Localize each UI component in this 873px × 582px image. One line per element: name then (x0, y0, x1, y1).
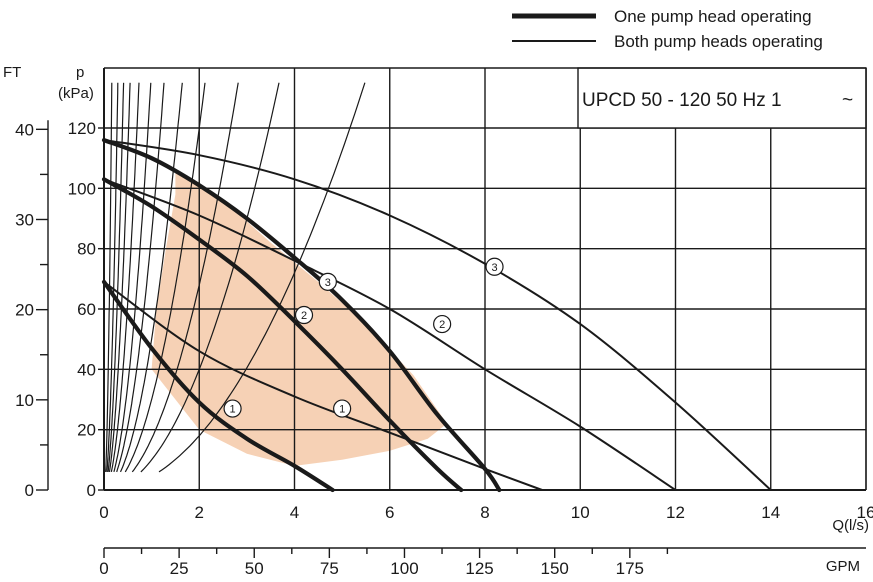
speed-marker: 3 (485, 257, 504, 276)
ft-tick-label: 30 (15, 210, 34, 229)
speed-marker-label: 3 (325, 277, 331, 289)
y-axis-label-line1: p (76, 64, 84, 81)
gpm-tick-label: 75 (320, 559, 339, 578)
x-tick-label: 0 (99, 503, 108, 522)
speed-marker: 2 (433, 314, 452, 334)
ft-tick-label: 10 (15, 391, 34, 410)
gpm-tick-label: 50 (245, 559, 264, 578)
system-curve (131, 82, 239, 473)
both-heads-curve-2 (103, 178, 677, 491)
speed-marker: 1 (333, 399, 352, 418)
system-curve (140, 82, 280, 473)
system-curve (119, 82, 183, 473)
ft-tick-label: 20 (15, 301, 34, 320)
speed-marker-circle (485, 257, 504, 276)
ft-tick-label: 0 (25, 481, 34, 500)
chart-title: UPCD 50 - 120 50 Hz 1 ~ (582, 90, 853, 111)
speed-marker-label: 2 (439, 319, 445, 331)
y-axis-secondary-unit: FT (3, 64, 21, 81)
x-tick-label: 6 (385, 503, 394, 522)
speed-marker-label: 2 (301, 310, 307, 322)
one-head-curve-2 (101, 177, 464, 493)
speed-marker-circle (333, 399, 352, 418)
chart-title-text: UPCD 50 - 120 50 Hz 1 (582, 90, 782, 111)
speed-marker: 3 (318, 272, 337, 291)
y-tick-label: 120 (68, 119, 96, 138)
gpm-tick-label: 125 (465, 559, 493, 578)
both-heads-curve-3 (103, 139, 772, 491)
speed-marker-label: 1 (230, 404, 236, 416)
y-tick-label: 100 (68, 179, 96, 198)
y-tick-label: 40 (77, 360, 96, 379)
gpm-tick-label: 100 (390, 559, 418, 578)
ft-tick-label: 40 (15, 120, 34, 139)
gpm-tick-label: 150 (541, 559, 569, 578)
x-tick-label: 4 (290, 503, 299, 522)
speed-marker-label: 3 (491, 262, 497, 274)
gpm-tick-label: 25 (170, 559, 189, 578)
y-tick-label: 20 (77, 421, 96, 440)
title-box (577, 67, 867, 129)
pump-curves-layer (101, 138, 772, 493)
speed-marker: 2 (294, 305, 314, 325)
speed-marker-circle (318, 272, 337, 291)
one-head-curve-1 (101, 279, 335, 493)
x-tick-label: 2 (195, 503, 204, 522)
title-symbol: ~ (842, 90, 853, 111)
speed-marker-circle (294, 305, 314, 325)
speed-marker: 1 (223, 399, 242, 418)
system-curve (107, 82, 125, 472)
grid-layer (104, 67, 867, 490)
both-heads-curve-1 (103, 280, 544, 491)
system-curve (110, 82, 140, 473)
gpm-tick-label: 0 (99, 559, 108, 578)
legend: One pump head operating Both pump heads … (512, 7, 823, 51)
x-axis-label: Q(l/s) (832, 517, 869, 534)
y-tick-label: 80 (77, 240, 96, 259)
x-tick-label: 8 (480, 503, 489, 522)
speed-marker-circle (223, 399, 242, 418)
system-curve (116, 82, 165, 473)
speed-markers-layer: 1 2 3 1 2 3 (223, 257, 504, 418)
speed-marker-label: 1 (339, 404, 345, 416)
gpm-tick-label: 175 (616, 559, 644, 578)
x-tick-label: 12 (666, 503, 685, 522)
x-tick-label: 10 (571, 503, 590, 522)
legend-label-both-heads: Both pump heads operating (614, 32, 823, 51)
y-tick-label: 60 (77, 300, 96, 319)
y-axis-label-line2: (kPa) (58, 85, 94, 102)
system-curve (113, 82, 152, 473)
y-tick-label: 0 (87, 481, 96, 500)
x-tick-label: 16 (857, 503, 873, 522)
x-tick-label: 14 (761, 503, 780, 522)
speed-marker-circle (433, 314, 452, 334)
legend-label-one-head: One pump head operating (614, 7, 812, 26)
system-curve (108, 82, 131, 472)
system-curves-layer (105, 82, 366, 473)
system-curve (158, 82, 366, 473)
x-axis-secondary-unit: GPM (826, 558, 860, 575)
